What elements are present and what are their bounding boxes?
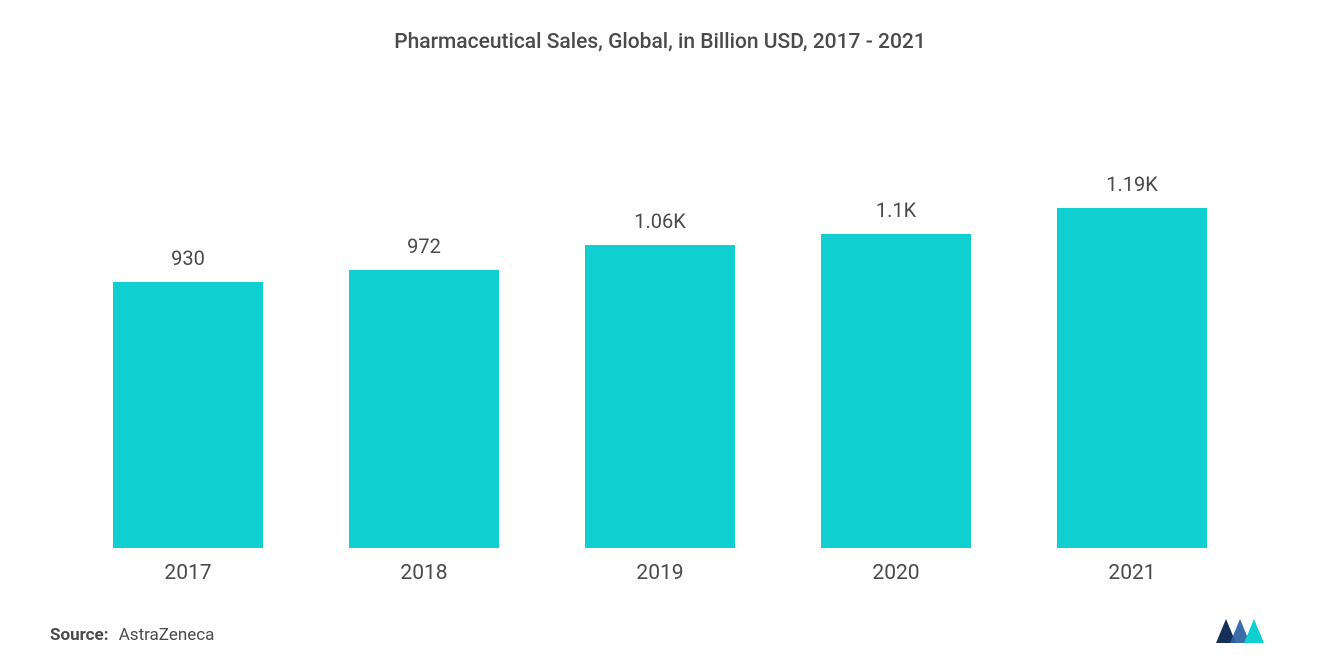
x-axis-label: 2017 [113, 561, 263, 585]
bar-group: 930 [113, 246, 263, 548]
source-citation: Source: AstraZeneca [50, 625, 214, 645]
x-axis-label: 2021 [1057, 561, 1207, 585]
chart-footer: Source: AstraZeneca [50, 585, 1270, 645]
brand-logo-icon [1214, 615, 1270, 645]
bar-group: 1.1K [821, 198, 971, 548]
x-axis-label: 2020 [821, 561, 971, 585]
bar [821, 234, 971, 548]
x-axis-label: 2018 [349, 561, 499, 585]
x-axis-label: 2019 [585, 561, 735, 585]
bar-value-label: 930 [171, 246, 205, 270]
bar-value-label: 1.06K [634, 209, 686, 233]
bar-group: 1.06K [585, 209, 735, 548]
bar-value-label: 1.19K [1106, 172, 1158, 196]
bar [349, 270, 499, 548]
bar-group: 1.19K [1057, 172, 1207, 548]
chart-container: Pharmaceutical Sales, Global, in Billion… [0, 0, 1320, 665]
bar [585, 245, 735, 548]
bar-value-label: 972 [407, 234, 441, 258]
logo-shape-right [1244, 619, 1264, 643]
x-axis: 2017 2018 2019 2020 2021 [50, 549, 1270, 585]
bar [113, 282, 263, 548]
chart-title: Pharmaceutical Sales, Global, in Billion… [50, 30, 1270, 54]
bar-group: 972 [349, 234, 499, 548]
source-label: Source: [50, 625, 108, 645]
source-value: AstraZeneca [119, 625, 215, 645]
bar [1057, 208, 1207, 548]
plot-area: 930 972 1.06K 1.1K 1.19K [50, 104, 1270, 549]
bar-value-label: 1.1K [876, 198, 916, 222]
